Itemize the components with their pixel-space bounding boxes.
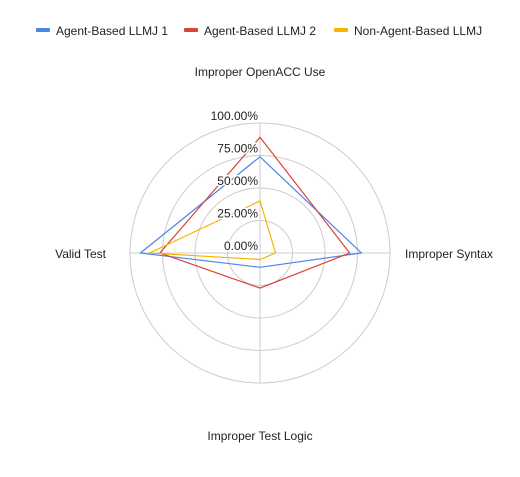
axis-label-bottom: Improper Test Logic [207,429,312,443]
tick-labels: 0.00% 25.00% 50.00% 75.00% 100.00% [209,108,260,255]
axis-label-right: Improper Syntax [405,247,493,261]
tick-label-2: 50.00% [217,174,258,188]
series-line-3[interactable] [149,200,277,261]
tick-label-0: 0.00% [224,239,258,253]
tick-label-3: 75.00% [217,142,258,156]
legend-label-series-2: Agent-Based LLMJ 2 [204,24,316,38]
legend-swatch-series-3 [334,28,348,32]
series-line-1[interactable] [138,156,363,268]
axis-label-left: Valid Test [55,247,107,261]
legend-label-series-3: Non-Agent-Based LLMJ [354,24,482,38]
tick-label-4: 100.00% [211,109,259,123]
legend-label-series-1: Agent-Based LLMJ 1 [56,24,168,38]
legend-item-series-3[interactable]: Non-Agent-Based LLMJ [334,24,482,38]
series-layer [138,136,363,289]
legend-swatch-series-1 [36,28,50,32]
legend-item-series-2[interactable]: Agent-Based LLMJ 2 [184,24,316,38]
legend-swatch-series-2 [184,28,198,32]
axis-label-top: Improper OpenACC Use [195,65,326,79]
legend-item-series-1[interactable]: Agent-Based LLMJ 1 [36,24,168,38]
radar-grid [129,122,391,384]
tick-label-1: 25.00% [217,207,258,221]
axis-labels: Improper OpenACC Use Improper Syntax Imp… [55,65,493,443]
series-line-2[interactable] [158,136,351,289]
legend: Agent-Based LLMJ 1 Agent-Based LLMJ 2 No… [36,24,482,38]
